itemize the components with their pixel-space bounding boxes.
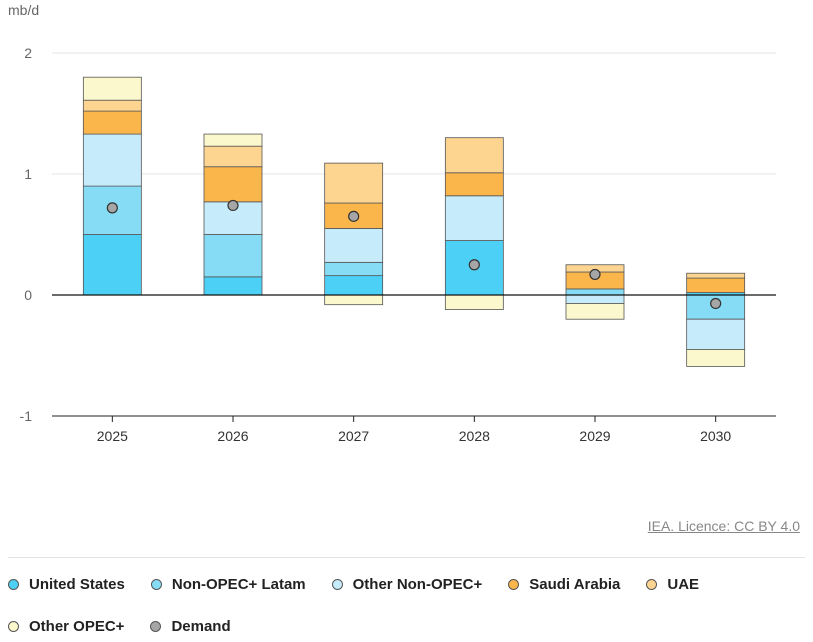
x-tick-label: 2028: [459, 428, 490, 444]
demand-point-2025: [106, 202, 118, 214]
x-tick-label: 2030: [700, 428, 731, 444]
bar-segment-other-non-opec-2029: [565, 294, 625, 304]
y-tick-label: 2: [24, 45, 32, 61]
bar-segment-other-opec-2028: [444, 294, 504, 310]
demand-point-2026: [227, 199, 239, 212]
x-tick-label: 2029: [579, 428, 610, 444]
demand-point-2027: [348, 210, 360, 222]
legend-swatch-saudi-arabia: [508, 578, 520, 590]
bar-segment-other-opec-2026: [203, 133, 263, 147]
y-tick-label: -1: [20, 408, 33, 424]
bar-segment-other-opec-2027: [324, 294, 384, 306]
bar-segment-saudi-arabia-2026: [203, 166, 263, 203]
bar-segment-other-non-opec-2027: [324, 228, 384, 263]
demand-point-2029: [589, 268, 601, 281]
bar-segment-uae-2028: [444, 137, 504, 174]
y-axis-unit-label: mb/d: [8, 2, 40, 18]
legend-item-uae[interactable]: UAE: [646, 575, 699, 593]
legend-label: Saudi Arabia: [529, 575, 621, 593]
legend-swatch-other-non-opec: [331, 578, 343, 590]
chart-legend: United States Non-OPEC+ Latam Other Non-…: [8, 575, 788, 635]
bar-segment-uae-2027: [324, 162, 384, 204]
stacked-bar-chart: 2 1 0 -1 2025 2026 2027 2028 2029 2030: [20, 45, 776, 444]
legend-item-non-opec-latam[interactable]: Non-OPEC+ Latam: [150, 575, 306, 593]
bar-segment-uae-2026: [203, 145, 263, 168]
legend-divider: [8, 557, 805, 558]
legend-label: Other Non-OPEC+: [352, 575, 483, 593]
legend-label: United States: [29, 575, 125, 593]
legend-swatch-united-states: [8, 578, 19, 590]
bar-segment-united-states-2025: [82, 234, 142, 296]
legend-label: Demand: [171, 617, 231, 635]
legend-item-united-states[interactable]: United States: [8, 575, 125, 593]
legend-swatch-demand: [150, 620, 162, 632]
x-tick-label: 2027: [338, 428, 369, 444]
y-tick-label: 0: [24, 287, 32, 303]
bar-segment-uae-2025: [82, 99, 142, 112]
bar-segment-non-opec-latam-2029: [565, 288, 625, 296]
bar-segment-other-non-opec-2030: [686, 318, 746, 350]
bar-segment-united-states-2026: [203, 276, 263, 296]
legend-item-demand[interactable]: Demand: [150, 617, 231, 635]
bar-segment-other-opec-2030: [686, 349, 746, 367]
legend-item-saudi-arabia[interactable]: Saudi Arabia: [508, 575, 620, 593]
legend-label: Non-OPEC+ Latam: [171, 575, 306, 593]
bar-segment-non-opec-latam-2027: [324, 261, 384, 277]
licence-link[interactable]: IEA. Licence: CC BY 4.0: [647, 518, 800, 534]
x-tick-label: 2026: [217, 428, 248, 444]
bar-segment-non-opec-latam-2026: [203, 234, 263, 278]
bar-segment-other-opec-2025: [82, 76, 142, 101]
demand-point-2028: [468, 259, 480, 271]
legend-item-other-opec[interactable]: Other OPEC+: [8, 617, 124, 635]
legend-swatch-uae: [646, 578, 658, 590]
bar-segment-saudi-arabia-2025: [82, 110, 142, 135]
demand-point-2030: [710, 297, 722, 310]
bar-segment-other-non-opec-2028: [444, 195, 504, 241]
bar-segment-other-opec-2029: [565, 303, 625, 320]
x-tick-label: 2025: [97, 428, 128, 444]
legend-swatch-other-opec: [8, 620, 19, 632]
bar-segment-saudi-arabia-2028: [444, 172, 504, 197]
y-tick-label: 1: [24, 166, 32, 182]
bar-segment-other-non-opec-2025: [82, 133, 142, 187]
legend-label: UAE: [667, 575, 700, 593]
legend-label: Other OPEC+: [29, 617, 125, 635]
bar-segment-saudi-arabia-2030: [686, 277, 746, 293]
bar-segment-uae-2030: [686, 272, 746, 279]
bar-segment-united-states-2027: [324, 275, 384, 296]
legend-item-other-non-opec[interactable]: Other Non-OPEC+: [331, 575, 483, 593]
legend-swatch-non-opec-latam: [150, 578, 162, 590]
